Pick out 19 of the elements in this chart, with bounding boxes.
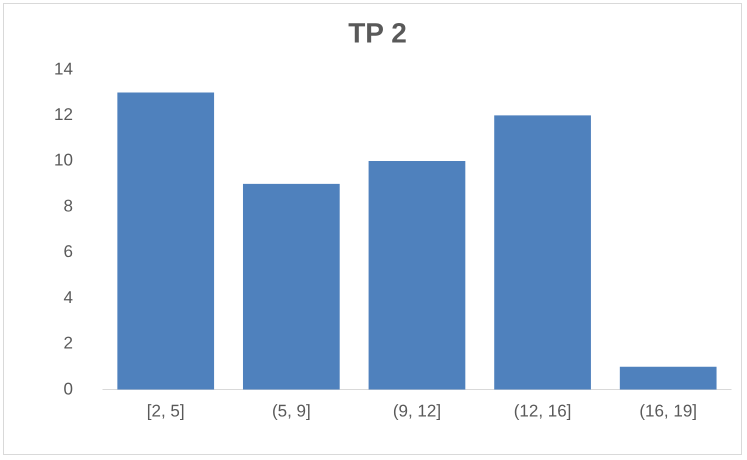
chart-title: TP 2: [348, 18, 407, 49]
bar: [494, 115, 591, 390]
y-tick-label: 6: [63, 242, 73, 262]
y-tick-label: 10: [54, 150, 73, 170]
x-tick-label: (16, 19]: [639, 401, 698, 420]
y-tick-label: 4: [63, 288, 73, 307]
y-tick-label: 2: [63, 334, 73, 353]
x-tick-label: [2, 5]: [146, 401, 185, 420]
y-tick-label: 12: [54, 105, 73, 124]
bar: [620, 366, 717, 390]
y-tick-label: 0: [63, 379, 73, 398]
bar: [368, 161, 466, 390]
y-tick-label: 14: [54, 59, 73, 78]
x-tick-label: (5, 9]: [272, 401, 311, 420]
x-tick-label: (12, 16]: [514, 401, 572, 420]
x-tick-label: (9, 12]: [392, 401, 442, 420]
bar: [117, 92, 214, 390]
bar: [242, 184, 340, 390]
y-tick-label: 8: [63, 196, 73, 216]
